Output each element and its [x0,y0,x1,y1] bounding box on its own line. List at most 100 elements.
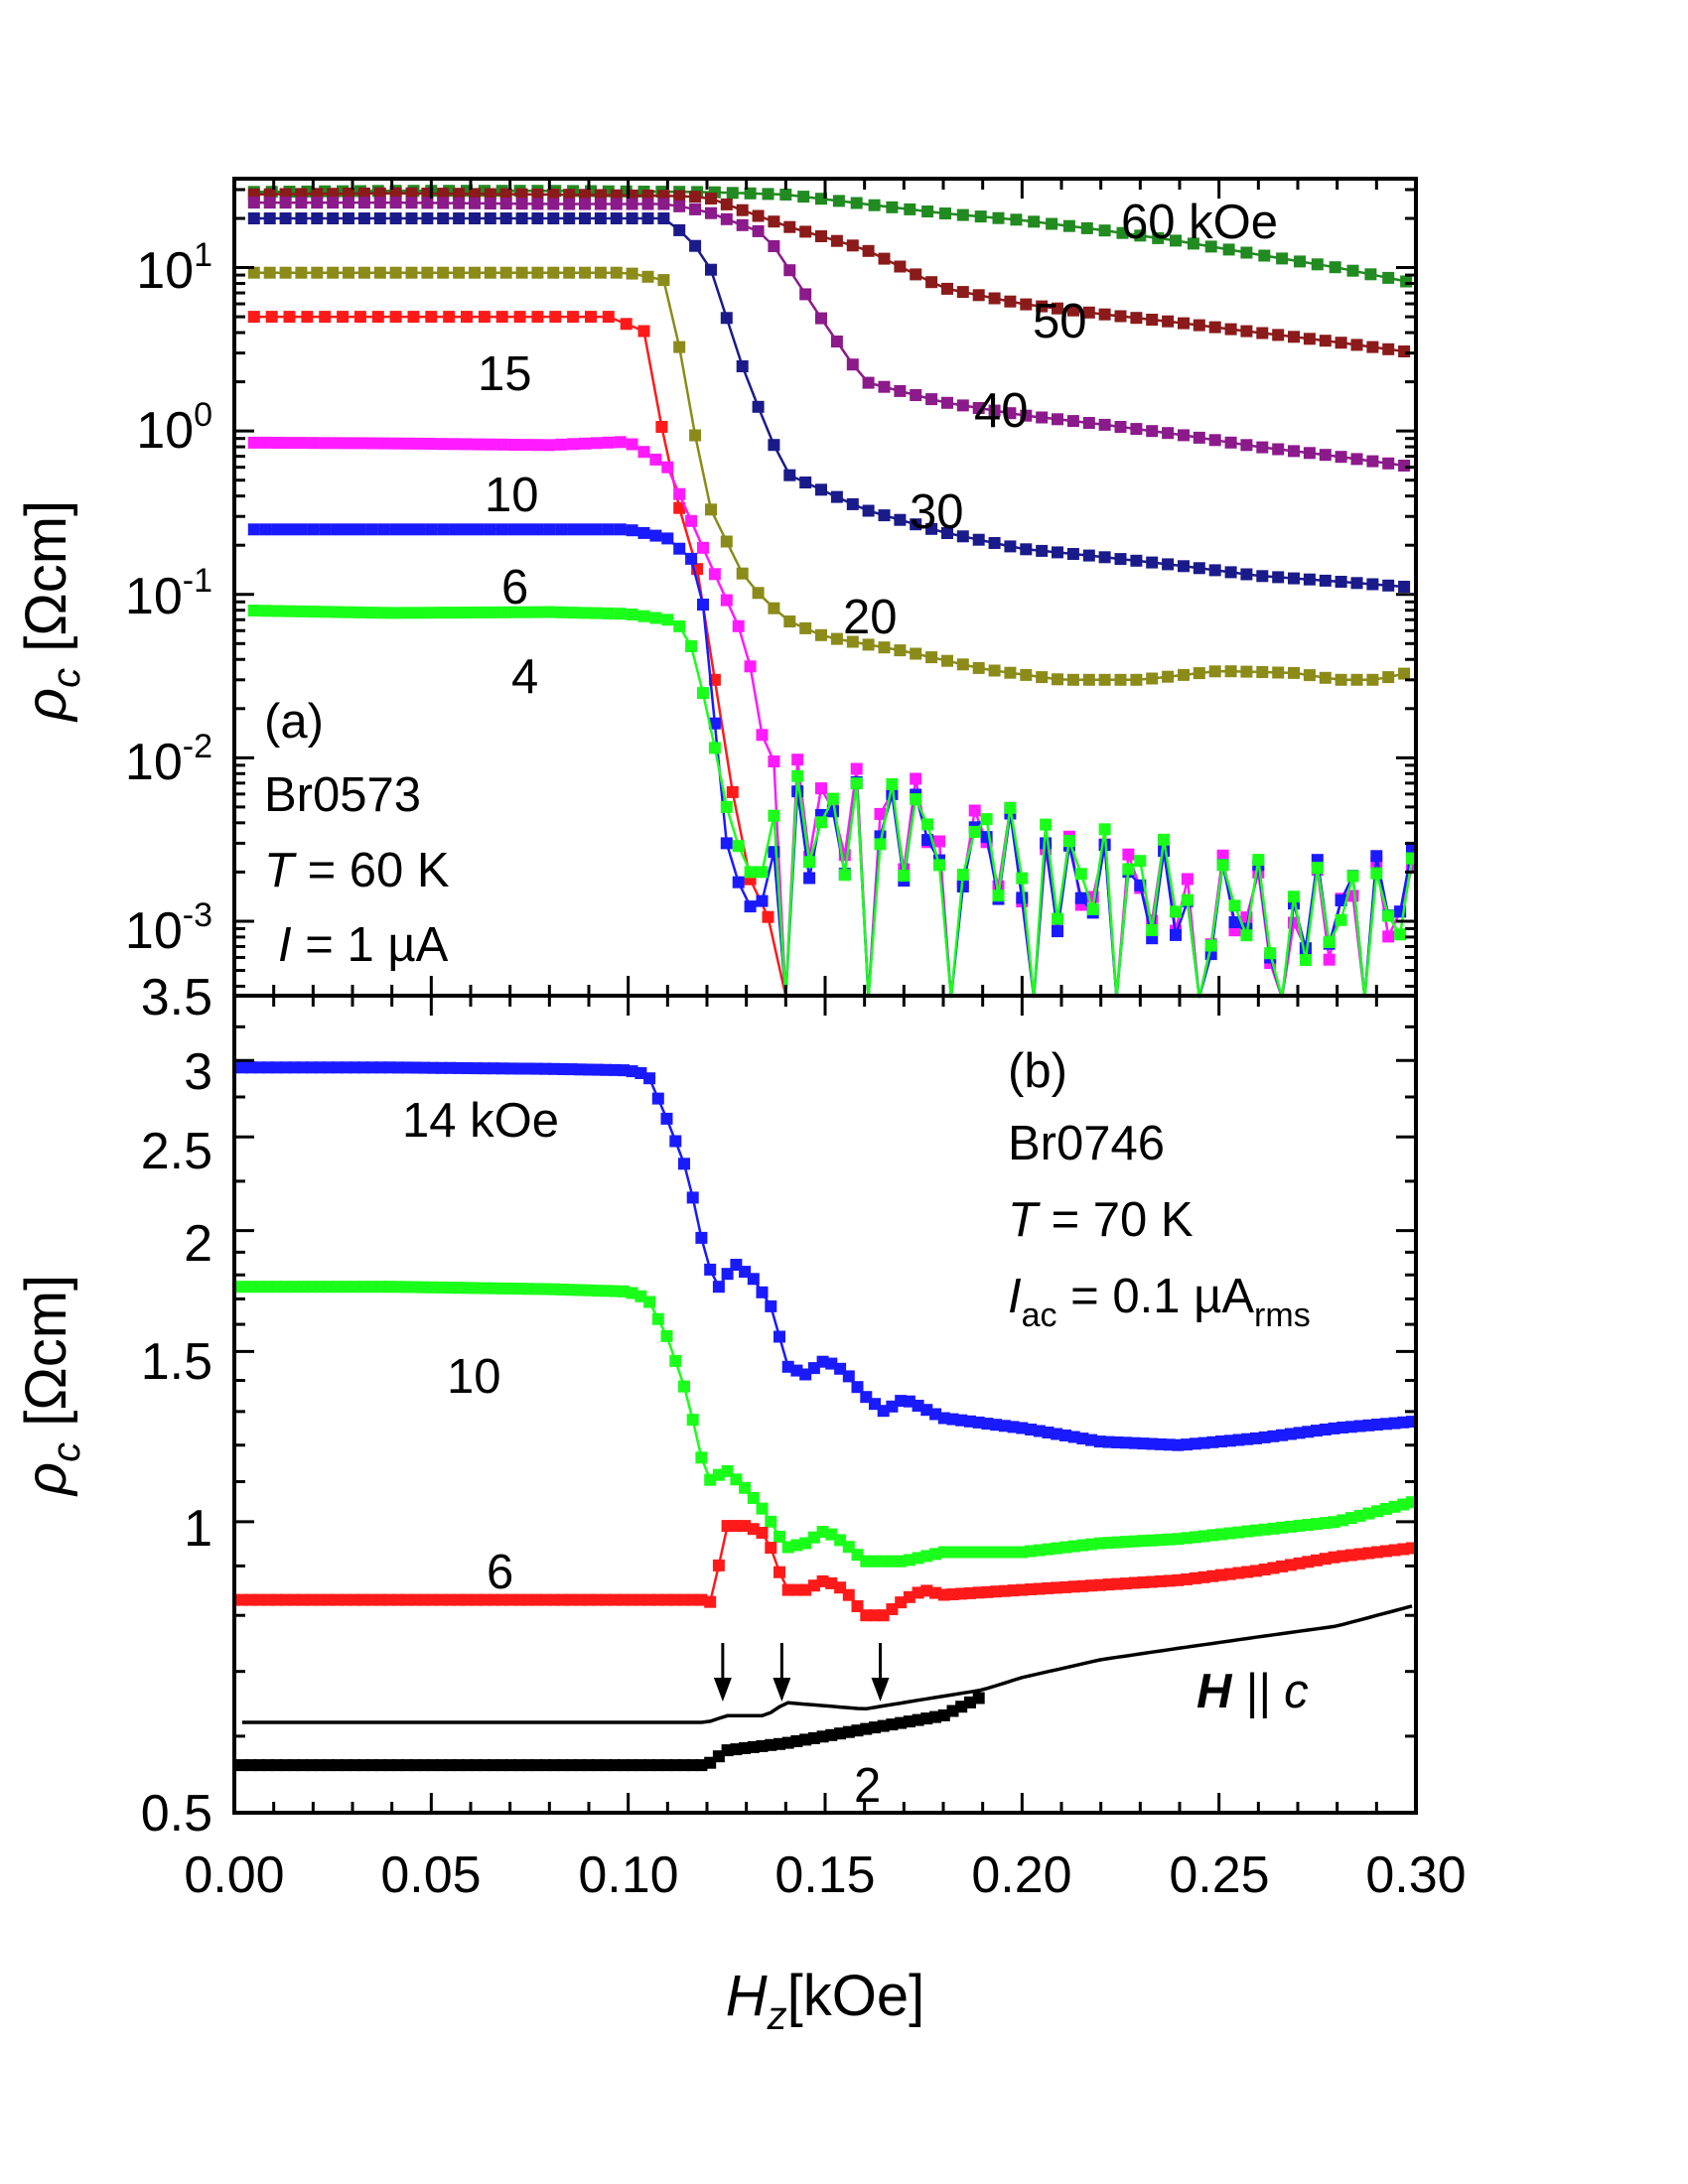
data-point [543,439,556,452]
data-point [941,282,953,295]
data-point [484,188,496,201]
data-point [1080,221,1093,234]
data-point [1319,671,1332,684]
data-point [756,729,769,742]
x-tick-label-0.00: 0.00 [184,1846,284,1904]
data-point [1004,666,1017,679]
data-point [1178,560,1190,573]
panel-b-current: Iac = 0.1 µArms [1008,1270,1311,1334]
data-point [555,523,568,536]
data-point [649,529,662,542]
data-point [661,532,674,545]
data-point [1303,573,1316,586]
data-point [1066,548,1079,560]
data-point [1052,302,1063,315]
data-point [437,607,450,619]
data-point [1082,306,1095,319]
data-point [1074,891,1087,904]
data-point [1193,562,1205,575]
data-point [327,197,340,209]
data-point [437,188,450,201]
arrow-marker [871,1643,890,1702]
data-point [357,187,370,200]
data-point [1020,668,1033,681]
data-point [626,198,638,210]
data-point [756,1286,769,1298]
data-point [988,404,1001,417]
data-point [1208,564,1221,577]
data-point [421,197,434,209]
data-point [1181,893,1194,906]
data-point [1382,930,1395,943]
data-point [686,1414,699,1427]
data-point [637,526,650,539]
arrow-marker [773,1643,791,1702]
data-point [389,187,402,200]
data-point [401,523,414,536]
data-point [657,274,670,287]
data-point [1350,577,1363,590]
series-line [241,1604,1413,1724]
x-tick-label-0.05: 0.05 [380,1846,481,1904]
label-15: 15 [478,347,532,401]
data-point [649,612,662,624]
data-point [567,523,580,536]
data-point [499,266,512,279]
data-point [708,717,721,730]
data-point [373,266,386,279]
data-point [1114,673,1127,686]
data-point [747,1492,760,1504]
data-point [1146,672,1159,685]
data-point [247,188,260,201]
data-point [1098,551,1111,564]
data-point [726,187,739,200]
data-point [697,687,709,700]
panel-a-data [247,185,1418,999]
data-point [1256,441,1269,454]
data-point [405,187,418,200]
data-point [1303,669,1316,682]
data-point [678,1380,690,1393]
label-60koe: 60 kOe [1121,196,1278,249]
data-point [657,198,670,210]
data-point [1303,447,1316,460]
y-tick-label-10e1: 101 [136,236,212,300]
data-point [343,212,354,224]
data-point [1122,848,1135,861]
data-point [1370,850,1383,863]
data-point [695,1231,708,1244]
data-point [988,537,1001,549]
data-point [972,533,985,546]
data-point [425,438,438,450]
data-point [830,490,843,503]
data-point [1114,310,1127,323]
data-point [1062,835,1075,848]
data-point [389,311,402,324]
data-point [1086,902,1099,915]
data-point [655,421,668,433]
data-point [579,212,591,224]
data-point [874,807,887,820]
data-point [1004,801,1017,814]
data-point [894,644,907,657]
data-point [1240,325,1253,338]
data-point [377,607,390,619]
data-point [752,209,765,222]
data-point [756,894,769,907]
data-point [637,610,650,622]
data-point [815,628,827,641]
data-point [499,198,512,210]
data-point [830,336,843,347]
data-point [765,1515,777,1528]
data-point [499,188,512,201]
data-point [343,606,354,618]
data-point [941,396,953,409]
data-point [933,859,945,872]
data-point [247,266,260,279]
data-point [1082,417,1095,429]
data-point [371,311,384,324]
data-point [547,212,560,224]
data-point [752,587,765,600]
data-point [815,782,827,795]
data-point [337,311,350,324]
